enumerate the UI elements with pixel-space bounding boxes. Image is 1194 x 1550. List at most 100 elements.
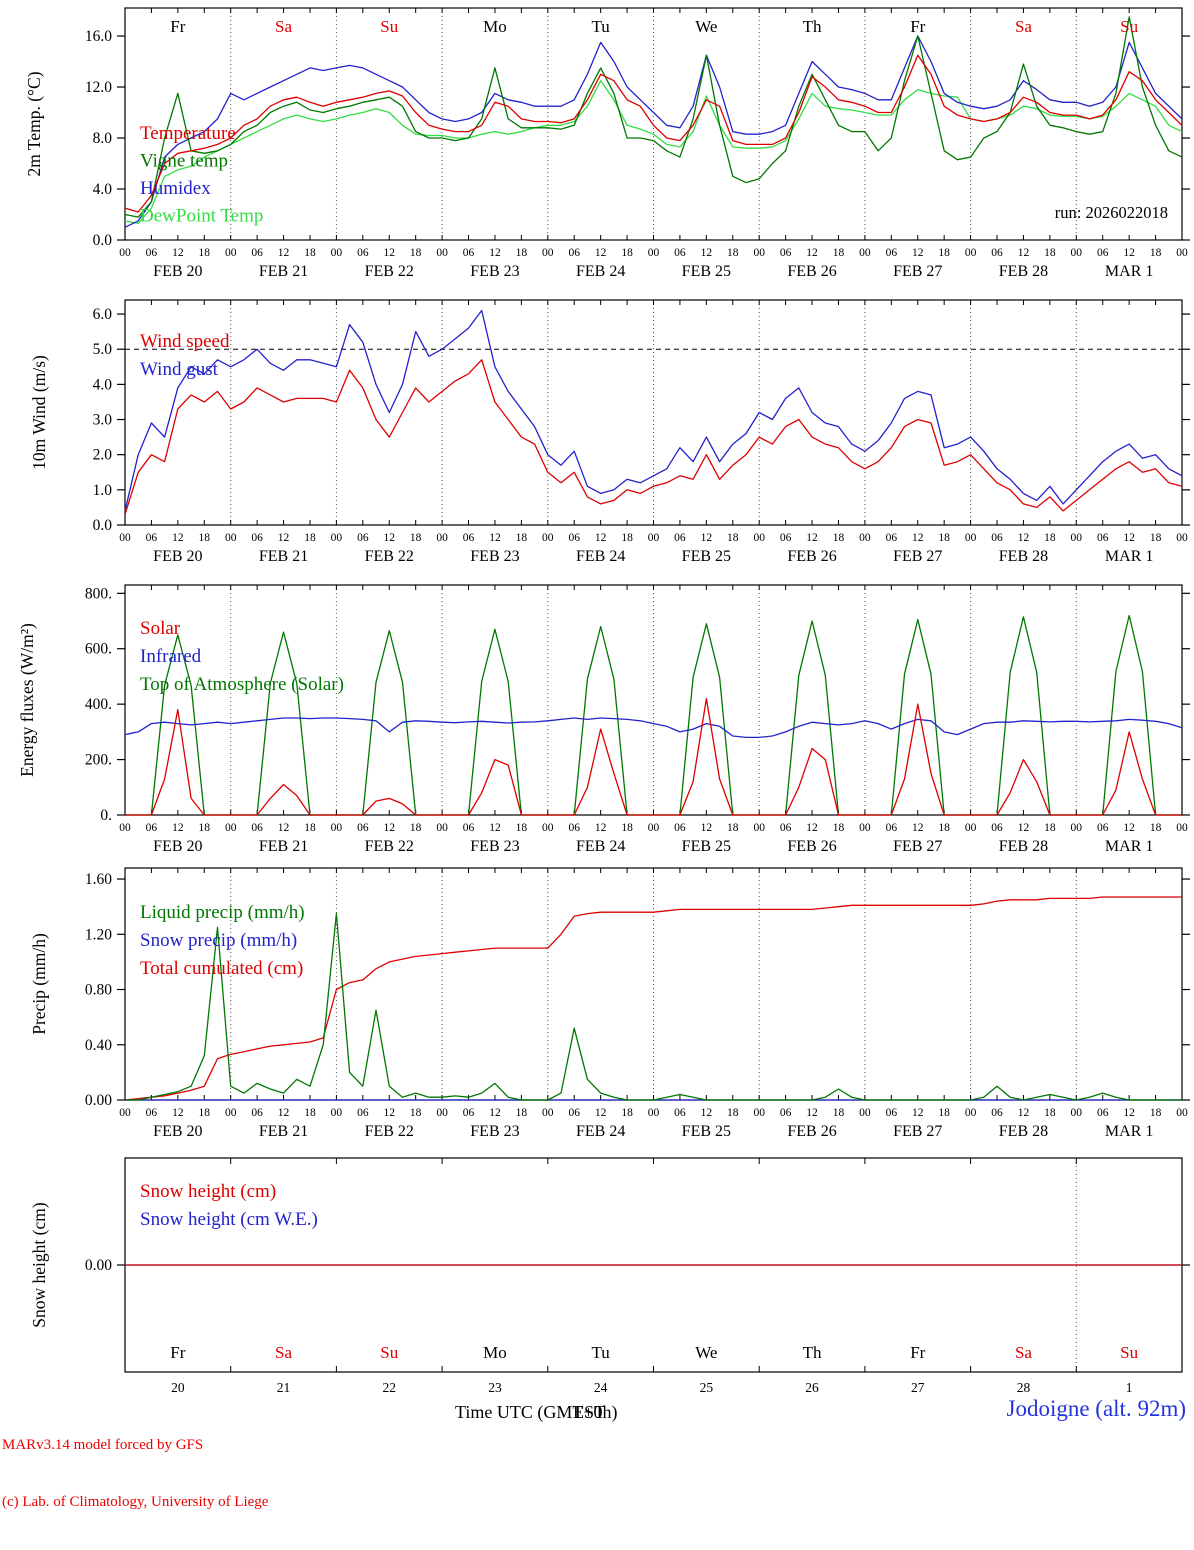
hour-tick-label: 12 xyxy=(701,532,713,544)
day-name-bottom: Fr xyxy=(170,1343,185,1362)
hour-tick-label: 00 xyxy=(436,1107,448,1119)
hour-tick-label: 06 xyxy=(674,247,686,259)
date-label: MAR 1 xyxy=(1105,1123,1153,1140)
hour-tick-label: 00 xyxy=(965,822,977,834)
hour-tick-label: 18 xyxy=(1150,532,1162,544)
hour-tick-label: 06 xyxy=(146,822,158,834)
y-tick-label: 400. xyxy=(85,696,112,713)
hour-tick-label: 00 xyxy=(119,247,131,259)
hour-tick-label: 12 xyxy=(595,1107,607,1119)
hour-tick-label: 18 xyxy=(1044,532,1056,544)
hour-tick-label: 18 xyxy=(938,247,950,259)
y-tick-label: 8.0 xyxy=(93,130,113,147)
hour-tick-label: 18 xyxy=(833,532,845,544)
hour-tick-label: 00 xyxy=(331,247,343,259)
hour-tick-label: 06 xyxy=(991,822,1003,834)
hour-tick-label: 18 xyxy=(410,532,422,544)
hour-tick-label: 06 xyxy=(1097,247,1109,259)
date-label: FEB 22 xyxy=(365,263,414,280)
hour-tick-label: 12 xyxy=(701,822,713,834)
hour-tick-label: 00 xyxy=(859,822,871,834)
hour-tick-label: 18 xyxy=(1044,1107,1056,1119)
legend-dewpoint-temp: DewPoint Temp xyxy=(140,206,263,227)
hour-tick-label: 18 xyxy=(516,822,528,834)
date-label: FEB 24 xyxy=(576,263,625,280)
panel-wind: 0.0 1.0 2.0 3.0 4.0 5.0 6.0 Wind speed Wind gust… xyxy=(29,299,1190,565)
hour-tick-label: 00 xyxy=(753,532,765,544)
hour-tick-label: 12 xyxy=(278,1107,290,1119)
hour-tick-label: 18 xyxy=(621,532,633,544)
time-axis-label: Time UTC (GMT+0h) xyxy=(455,1402,618,1422)
hour-tick-label: 00 xyxy=(965,247,977,259)
hour-tick-label: 18 xyxy=(727,247,739,259)
date-label: MAR 1 xyxy=(1105,838,1153,855)
hour-tick-label: 00 xyxy=(331,532,343,544)
y-axis-label-wind: 10m Wind (m/s) xyxy=(29,355,49,470)
hour-tick-label: 00 xyxy=(1176,247,1188,259)
hour-tick-label: 12 xyxy=(384,822,396,834)
hour-tick-label: 00 xyxy=(1071,822,1083,834)
hour-tick-label: 06 xyxy=(886,247,898,259)
day-name-top: Fr xyxy=(170,17,185,36)
y-axis-label-temperature: 2m Temp. (°C) xyxy=(24,71,44,176)
series-wind-gust xyxy=(124,309,1183,512)
y-tick-label: 0.80 xyxy=(85,982,112,999)
hour-tick-label: 00 xyxy=(648,1107,660,1119)
hour-tick-label: 06 xyxy=(463,822,475,834)
date-label: FEB 20 xyxy=(153,548,202,565)
legend-solar: Solar xyxy=(140,618,181,639)
hour-tick-label: 12 xyxy=(172,247,184,259)
hour-tick-label: 12 xyxy=(1123,532,1135,544)
hour-tick-label: 18 xyxy=(833,247,845,259)
hour-tick-label: 06 xyxy=(674,532,686,544)
date-label: MAR 1 xyxy=(1105,548,1153,565)
date-label: FEB 25 xyxy=(682,263,731,280)
hour-tick-label: 06 xyxy=(674,822,686,834)
hour-tick-label: 06 xyxy=(780,1107,792,1119)
hour-tick-label: 12 xyxy=(278,247,290,259)
station-label: Jodoigne (alt. 92m) xyxy=(1006,1396,1187,1421)
hour-tick-label: 12 xyxy=(595,532,607,544)
hour-tick-label: 18 xyxy=(1150,1107,1162,1119)
hour-tick-label: 12 xyxy=(595,247,607,259)
day-number-label: 24 xyxy=(594,1380,608,1395)
day-number-label: 26 xyxy=(805,1380,819,1395)
hour-tick-label: 00 xyxy=(1176,532,1188,544)
hour-tick-label: 00 xyxy=(436,247,448,259)
model-credits: MARv3.14 model forced by GFS (c) Lab. of… xyxy=(2,1398,268,1550)
hour-tick-label: 18 xyxy=(621,247,633,259)
date-label: FEB 21 xyxy=(259,838,308,855)
legend-liquid-precip-mm-h: Liquid precip (mm/h) xyxy=(140,902,305,923)
hour-tick-label: 00 xyxy=(1176,1107,1188,1119)
y-tick-label: 0.0 xyxy=(93,517,113,534)
day-name-bottom: Su xyxy=(380,1343,398,1362)
hour-tick-label: 06 xyxy=(146,247,158,259)
hour-tick-label: 18 xyxy=(621,822,633,834)
panel-temperature: 0.0 4.0 8.0 12.0 16.0 Temperature Vigne temp Hu… xyxy=(24,7,1190,280)
hour-tick-label: 12 xyxy=(912,532,924,544)
y-tick-label: 4.0 xyxy=(93,181,113,198)
date-label: FEB 21 xyxy=(259,1123,308,1140)
hour-tick-label: 00 xyxy=(225,1107,237,1119)
day-number-label: 1 xyxy=(1126,1380,1133,1395)
date-label: FEB 28 xyxy=(999,838,1048,855)
day-name-top: Su xyxy=(380,17,398,36)
date-label: FEB 23 xyxy=(470,1123,519,1140)
hour-tick-label: 06 xyxy=(568,532,580,544)
hour-tick-label: 06 xyxy=(463,1107,475,1119)
hour-tick-label: 12 xyxy=(384,532,396,544)
hour-tick-label: 18 xyxy=(938,1107,950,1119)
hour-tick-label: 18 xyxy=(304,1107,316,1119)
hour-tick-label: 06 xyxy=(251,1107,263,1119)
day-name-bottom: Su xyxy=(1120,1343,1138,1362)
date-label: FEB 23 xyxy=(470,263,519,280)
day-name-top: Sa xyxy=(1015,17,1032,36)
hour-tick-label: 06 xyxy=(251,532,263,544)
series-liquid-precip-mm-h xyxy=(125,912,1182,1101)
date-label: FEB 23 xyxy=(470,838,519,855)
hour-tick-label: 12 xyxy=(912,1107,924,1119)
date-label: FEB 25 xyxy=(682,1123,731,1140)
date-label: FEB 26 xyxy=(787,1123,836,1140)
run-label: run: 2026022018 xyxy=(1054,203,1168,222)
